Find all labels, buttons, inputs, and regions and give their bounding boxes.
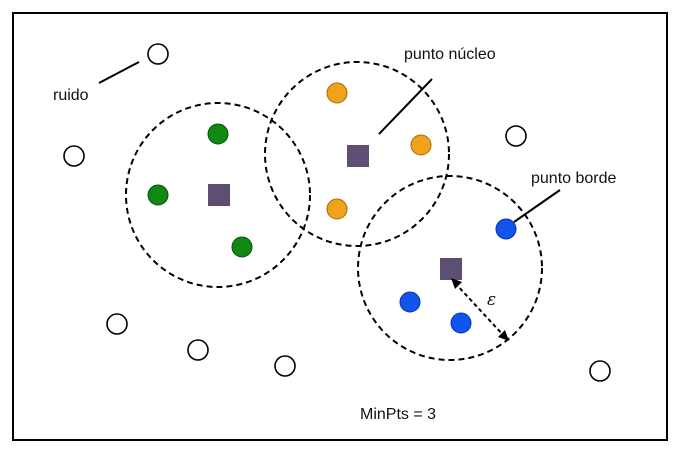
noise-point bbox=[505, 125, 527, 147]
blue-point bbox=[399, 291, 421, 313]
epsilon-arrowhead-start bbox=[451, 278, 462, 289]
neighborhood-blue bbox=[357, 175, 543, 361]
core-point-square bbox=[347, 145, 369, 167]
core-point-label: punto núcleo bbox=[404, 46, 496, 63]
noise-point bbox=[274, 355, 296, 377]
green-point bbox=[147, 184, 169, 206]
border-leader-line bbox=[513, 189, 561, 223]
border-point-label: punto borde bbox=[531, 170, 617, 187]
core-point-square bbox=[440, 258, 462, 280]
epsilon-arrowhead-end bbox=[498, 330, 509, 341]
orange-point bbox=[326, 198, 348, 220]
noise-point bbox=[106, 313, 128, 335]
epsilon-label: ε bbox=[487, 290, 496, 310]
noise-point bbox=[147, 43, 169, 65]
green-point bbox=[207, 123, 229, 145]
green-point bbox=[231, 236, 253, 258]
epsilon-arrow bbox=[454, 282, 506, 338]
noise-point bbox=[187, 339, 209, 361]
noise-label: ruido bbox=[53, 87, 89, 104]
neighborhood-green bbox=[125, 102, 311, 288]
blue-point bbox=[495, 218, 517, 240]
orange-point bbox=[326, 82, 348, 104]
noise-point bbox=[589, 360, 611, 382]
minpts-label: MinPts = 3 bbox=[360, 406, 436, 423]
orange-point bbox=[410, 134, 432, 156]
core-point-square bbox=[208, 184, 230, 206]
blue-point bbox=[450, 312, 472, 334]
core-leader-line bbox=[378, 78, 433, 135]
neighborhood-orange bbox=[264, 61, 450, 247]
noise-leader-line bbox=[98, 61, 140, 84]
noise-point bbox=[63, 145, 85, 167]
diagram-frame bbox=[12, 12, 668, 441]
